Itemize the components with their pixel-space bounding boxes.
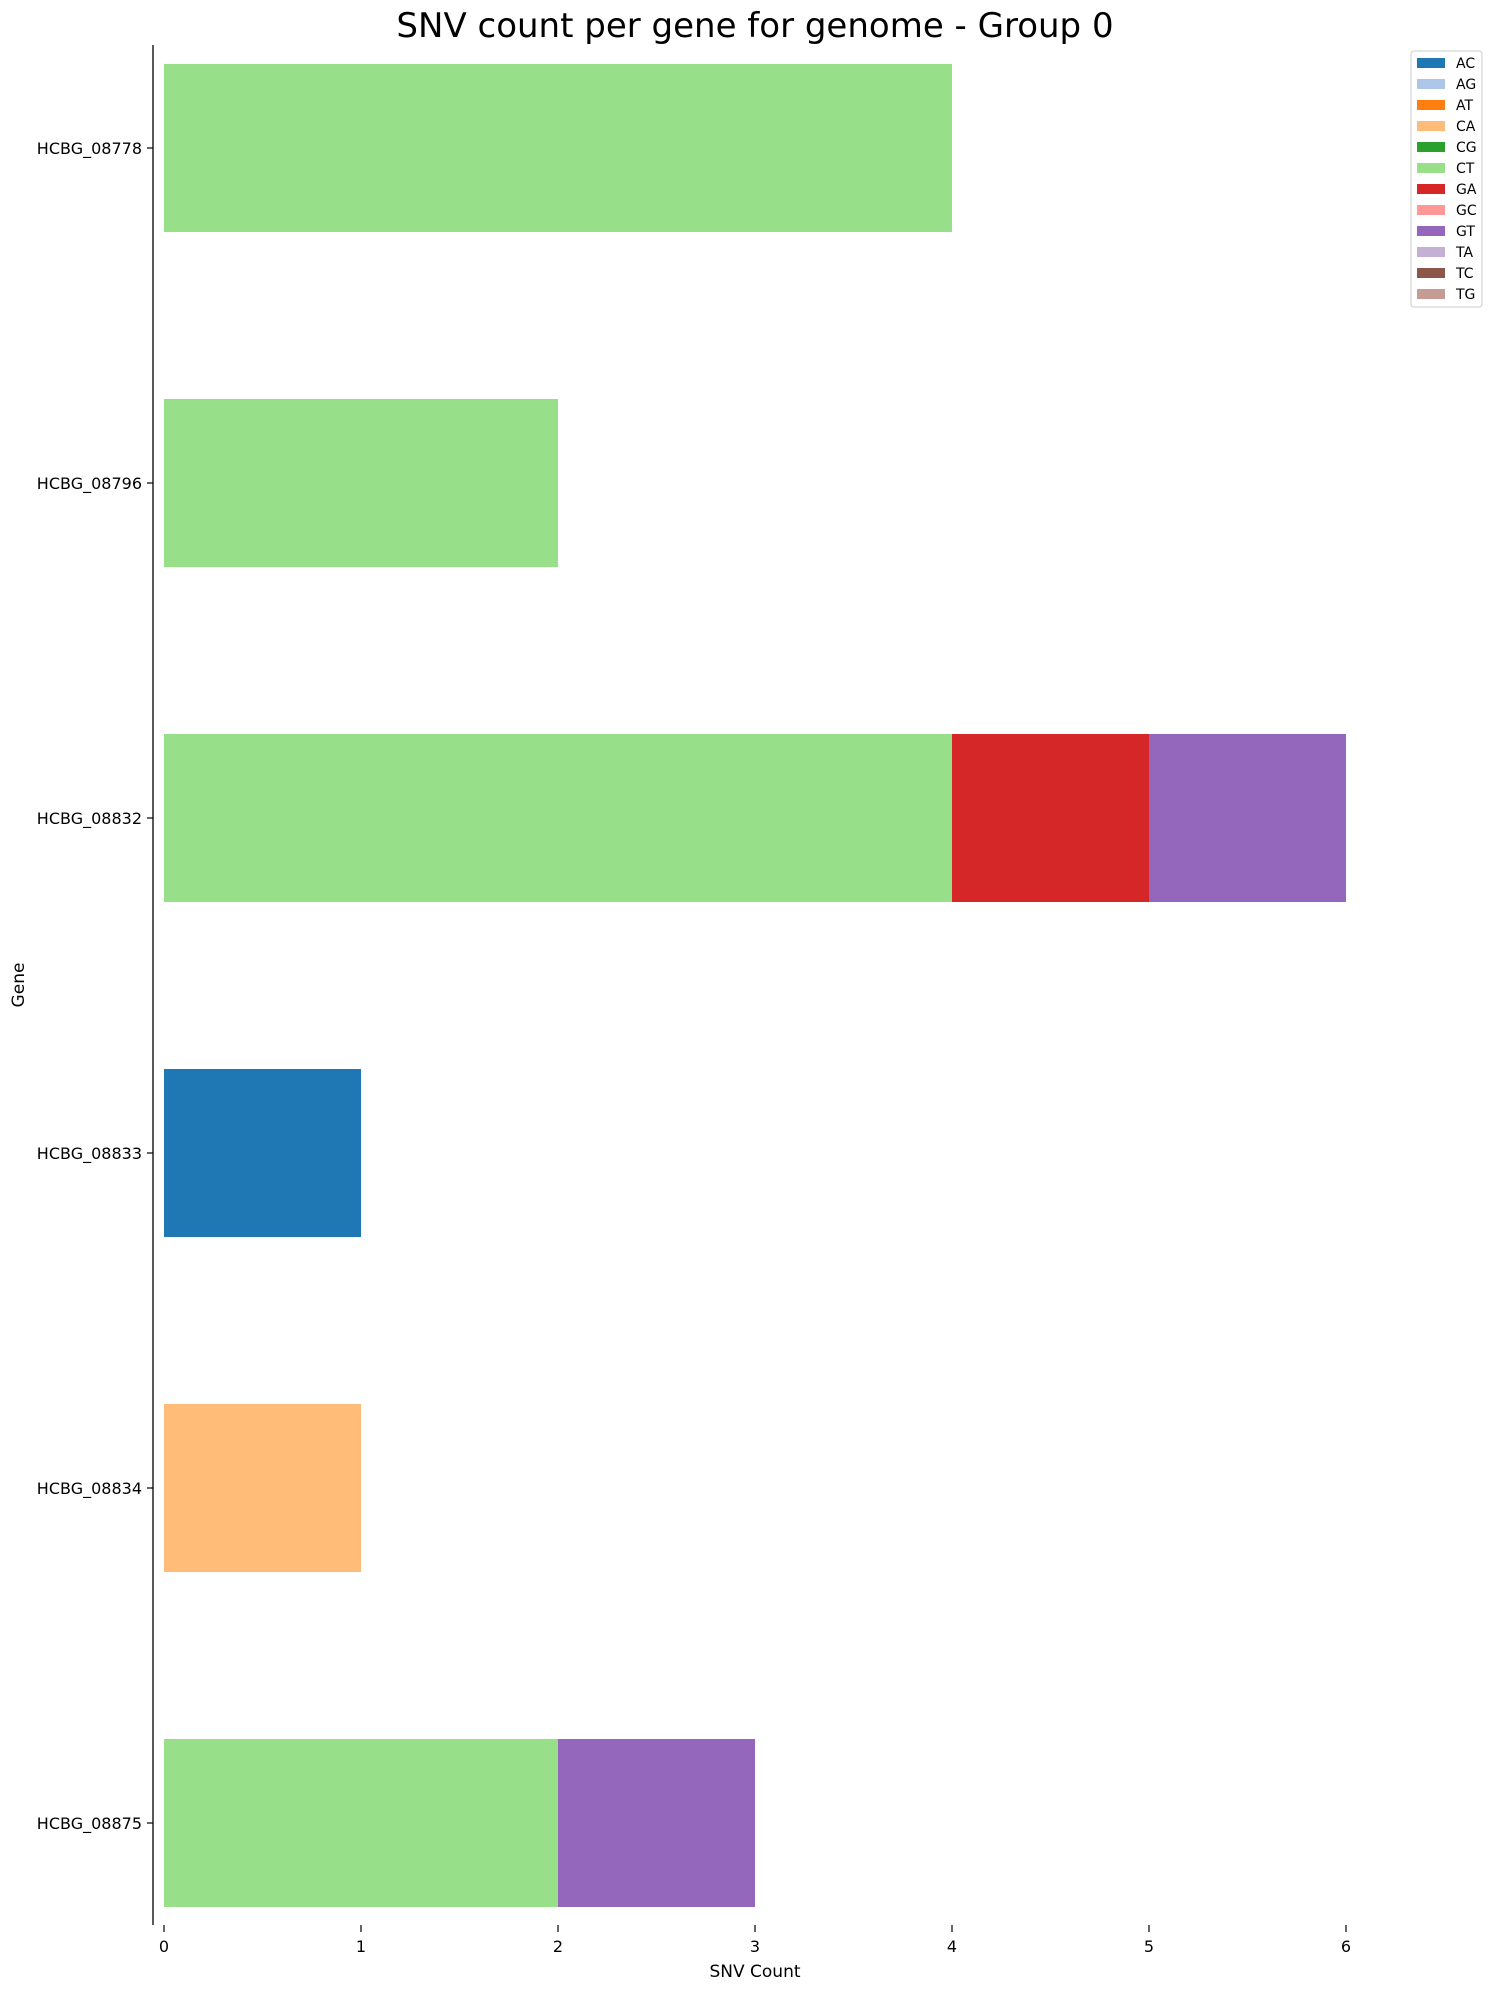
legend-label-ac: AC [1456,56,1475,72]
legend-swatch-ta [1417,247,1445,257]
bar-hcbg_08875-ct [164,1739,558,1907]
legend-swatch-gc [1417,205,1445,215]
legend-swatch-at [1417,100,1445,110]
y-tick-labels: HCBG_08778 HCBG_08796 HCBG_08832 HCBG_08833… [37,139,153,1834]
legend: AC AG AT CA CG CT GA GC GT TA TC TG [1410,50,1483,308]
legend-swatch-cg [1417,142,1445,152]
x-axis-label: SNV Count [709,1962,800,1982]
bar-hcbg_08832-gt [1149,734,1346,902]
bar-hcbg_08834-ca [164,1404,361,1572]
legend-swatch-gt [1417,226,1445,236]
bar-hcbg_08796-ct [164,399,558,567]
bar-hcbg_08833-ac [164,1069,361,1237]
legend-label-ta: TA [1455,245,1473,261]
x-tick-label: 4 [947,1937,957,1956]
legend-swatch-ga [1417,184,1445,194]
legend-swatch-ca [1417,121,1445,131]
x-tick-label: 1 [356,1937,366,1956]
x-tick-label: 6 [1341,1937,1351,1956]
legend-swatch-tg [1417,289,1445,299]
chart-title: SNV count per gene for genome - Group 0 [396,6,1113,46]
legend-label-ca: CA [1456,119,1476,135]
legend-swatch-tc [1417,268,1445,278]
x-tick-label: 2 [553,1937,563,1956]
y-tick-label: HCBG_08778 [37,139,142,159]
legend-swatch-ac [1417,58,1445,68]
legend-label-tg: TG [1455,287,1475,303]
legend-label-at: AT [1456,98,1473,114]
x-tick-label: 0 [159,1937,169,1956]
y-tick-label: HCBG_08834 [37,1479,142,1499]
y-tick-label: HCBG_08796 [37,474,142,494]
legend-label-ga: GA [1456,182,1477,198]
legend-frame [1410,50,1483,308]
x-tick-label: 5 [1144,1937,1154,1956]
x-tick-label: 3 [750,1937,760,1956]
y-tick-label: HCBG_08875 [37,1814,142,1834]
y-axis-label: Gene [9,963,29,1008]
legend-swatch-ag [1417,79,1445,89]
x-tick-labels: 0 1 2 3 4 5 6 [159,1925,1351,1956]
legend-label-cg: CG [1456,140,1477,156]
legend-label-ct: CT [1456,161,1475,177]
legend-label-gc: GC [1456,203,1477,219]
y-tick-label: HCBG_08833 [37,1144,142,1164]
bar-hcbg_08875-gt [558,1739,755,1907]
bar-hcbg_08832-ga [952,734,1149,902]
legend-label-tc: TC [1455,266,1474,282]
y-tick-label: HCBG_08832 [37,809,142,829]
legend-swatch-ct [1417,163,1445,173]
legend-label-gt: GT [1456,224,1475,240]
bars-layer [164,64,1346,1907]
bar-hcbg_08778-ct [164,64,952,232]
bar-hcbg_08832-ct [164,734,952,902]
legend-label-ag: AG [1456,77,1476,93]
